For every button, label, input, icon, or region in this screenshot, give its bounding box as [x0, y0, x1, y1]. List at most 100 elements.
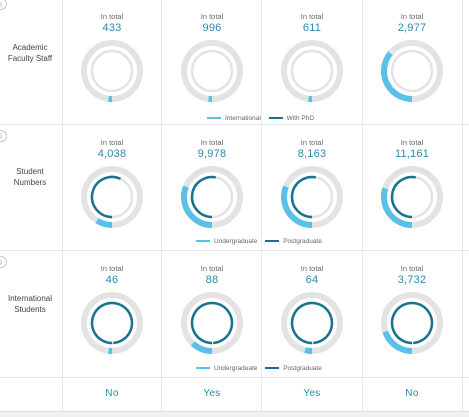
in-total-caption: In total	[362, 138, 462, 148]
total-value: 4,038	[62, 148, 162, 160]
donut-chart	[279, 164, 345, 230]
legend-swatch	[207, 117, 221, 119]
legend-label: Undergraduate	[214, 365, 257, 372]
info-icon[interactable]: i	[0, 256, 7, 268]
total-value: 46	[62, 274, 162, 286]
in-total-caption: In total	[162, 12, 262, 22]
donut-chart	[279, 290, 345, 356]
legend-label: Postgraduate	[283, 238, 322, 245]
legend-swatch	[196, 367, 210, 369]
row-label: Academic Faculty Staff	[0, 42, 60, 64]
inner-ring-value	[192, 177, 216, 217]
chart-legend: Undergraduate Postgraduate	[196, 238, 328, 245]
legend-item-undergraduate: Undergraduate	[196, 365, 257, 372]
legend-label: With PhD	[287, 115, 314, 122]
legend-label: Postgraduate	[283, 365, 322, 372]
in-total-caption: In total	[362, 12, 462, 22]
total-value: 611	[262, 22, 362, 34]
legend-swatch	[265, 367, 279, 369]
total-value: 11,161	[362, 148, 462, 160]
donut-chart	[79, 290, 145, 356]
outer-ring-value	[184, 187, 212, 225]
legend-item-postgraduate: Postgraduate	[265, 238, 322, 245]
donut-chart	[179, 290, 245, 356]
legend-item-with-phd: With PhD	[269, 115, 314, 122]
legend-label: Undergraduate	[214, 238, 257, 245]
inner-ring-value	[292, 177, 316, 217]
in-total-caption: In total	[262, 12, 362, 22]
inner-ring-track	[92, 51, 132, 91]
inner-ring-value	[392, 177, 416, 217]
inner-ring-track	[292, 51, 332, 91]
legend-item-postgraduate: Postgraduate	[265, 365, 322, 372]
donut-chart	[179, 164, 245, 230]
chart-legend: Undergraduate Postgraduate	[196, 365, 328, 372]
total-value: 3,732	[362, 274, 462, 286]
donut-chart	[279, 38, 345, 104]
info-icon[interactable]: i	[0, 0, 7, 10]
total-value: 88	[162, 274, 262, 286]
outer-ring-value	[384, 188, 412, 225]
donut-chart	[179, 38, 245, 104]
answer-value: Yes	[262, 388, 362, 399]
in-total-caption: In total	[62, 264, 162, 274]
answer-value: No	[62, 388, 162, 399]
legend-label: International	[225, 115, 261, 122]
total-value: 433	[62, 22, 162, 34]
in-total-caption: In total	[162, 264, 262, 274]
row-divider	[0, 377, 469, 378]
row-label: International Students	[0, 293, 60, 315]
in-total-caption: In total	[62, 12, 162, 22]
in-total-caption: In total	[362, 264, 462, 274]
donut-chart	[379, 290, 445, 356]
total-value: 996	[162, 22, 262, 34]
info-icon[interactable]: i	[0, 130, 7, 142]
chart-legend: International With PhD	[207, 115, 320, 122]
in-total-caption: In total	[162, 138, 262, 148]
total-value: 2,977	[362, 22, 462, 34]
row-label: Student Numbers	[0, 166, 60, 188]
answer-value: Yes	[162, 388, 262, 399]
outer-ring-value	[284, 187, 312, 225]
legend-item-undergraduate: Undergraduate	[196, 238, 257, 245]
inner-ring-value	[392, 303, 432, 343]
inner-ring-track	[392, 51, 432, 91]
outer-ring-value	[193, 343, 212, 351]
inner-ring-value	[192, 303, 232, 343]
outer-ring-value	[97, 221, 112, 225]
inner-ring-track	[192, 51, 232, 91]
in-total-caption: In total	[62, 138, 162, 148]
inner-ring-value	[92, 177, 121, 217]
total-value: 8,163	[262, 148, 362, 160]
outer-ring-value	[384, 53, 412, 99]
legend-swatch	[269, 117, 283, 119]
legend-swatch	[196, 240, 210, 242]
total-value: 64	[262, 274, 362, 286]
donut-chart	[379, 164, 445, 230]
donut-chart	[379, 38, 445, 104]
in-total-caption: In total	[262, 138, 362, 148]
in-total-caption: In total	[262, 264, 362, 274]
donut-chart	[79, 164, 145, 230]
legend-item-international: International	[207, 115, 261, 122]
donut-chart	[79, 38, 145, 104]
horizontal-scrollbar[interactable]	[0, 411, 469, 417]
outer-ring-value	[305, 350, 312, 351]
inner-ring-value	[292, 303, 332, 343]
